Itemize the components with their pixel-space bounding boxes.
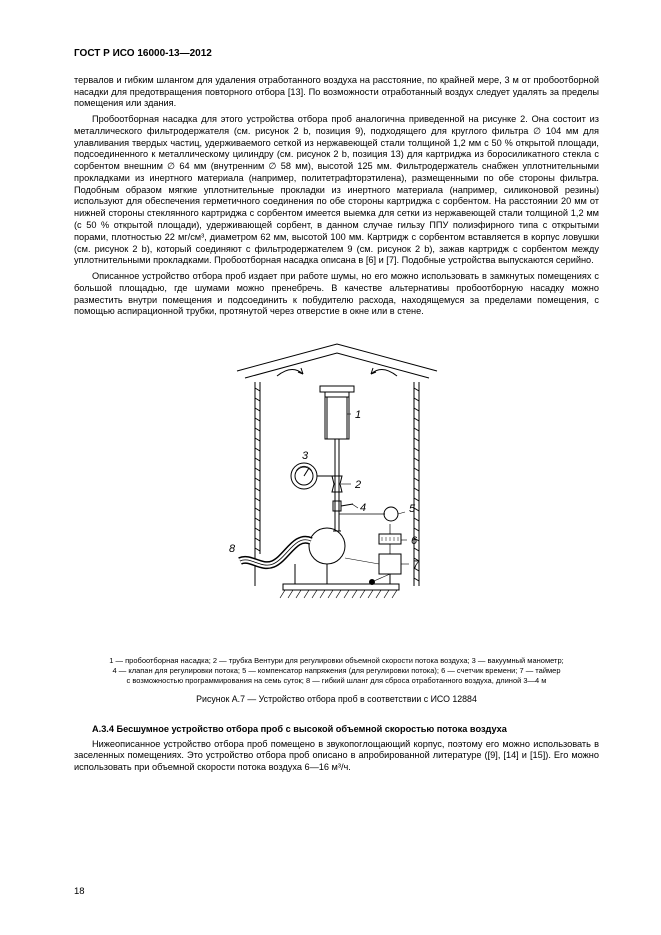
callout-3: 3 bbox=[302, 450, 309, 462]
legend-line-3: с возможностью программирования на семь … bbox=[74, 676, 599, 686]
sampling-apparatus-diagram: 1 2 3 4 5 6 7 8 bbox=[177, 336, 497, 646]
heading-number: А.3.4 bbox=[92, 724, 114, 734]
legend-line-1: 1 — пробоотборная насадка; 2 — трубка Ве… bbox=[74, 656, 599, 666]
paragraph-1: тервалов и гибким шлангом для удаления о… bbox=[74, 75, 599, 110]
paragraph-3: Описанное устройство отбора проб издает … bbox=[74, 271, 599, 318]
doc-header: ГОСТ Р ИСО 16000-13—2012 bbox=[74, 48, 599, 61]
callout-4: 4 bbox=[360, 502, 366, 514]
callout-6: 6 bbox=[411, 535, 418, 547]
section-p1: Нижеописанное устройство отбора проб пом… bbox=[74, 739, 599, 774]
figure-caption: Рисунок А.7 — Устройство отбора проб в с… bbox=[74, 694, 599, 705]
legend-line-2: 4 — клапан для регулировки потока; 5 — к… bbox=[74, 666, 599, 676]
section-heading: А.3.4 Бесшумное устройство отбора проб с… bbox=[74, 724, 599, 736]
paragraph-2: Пробоотборная насадка для этого устройст… bbox=[74, 114, 599, 267]
callout-2: 2 bbox=[354, 479, 361, 491]
callout-8: 8 bbox=[229, 543, 236, 555]
page-number: 18 bbox=[74, 886, 85, 897]
callout-1: 1 bbox=[355, 409, 361, 421]
callout-7: 7 bbox=[413, 559, 420, 571]
heading-text: Бесшумное устройство отбора проб с высок… bbox=[117, 724, 507, 734]
figure-legend: 1 — пробоотборная насадка; 2 — трубка Ве… bbox=[74, 656, 599, 686]
figure-a7: 1 2 3 4 5 6 7 8 bbox=[74, 336, 599, 646]
page: ГОСТ Р ИСО 16000-13—2012 тервалов и гибк… bbox=[0, 0, 661, 808]
callout-5: 5 bbox=[409, 503, 416, 515]
